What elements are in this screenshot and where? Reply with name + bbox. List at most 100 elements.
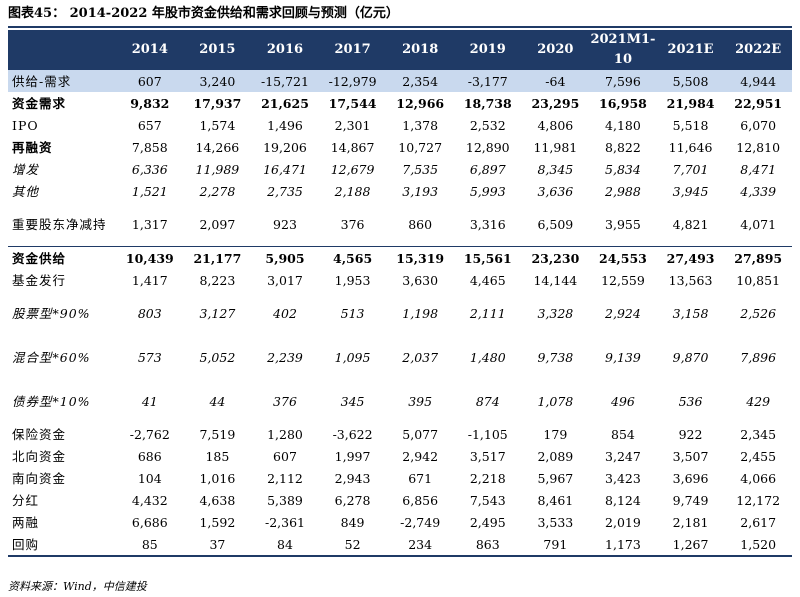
table-cell: 923 (273, 216, 297, 232)
table-cell: 2,278 (199, 183, 236, 199)
table-cell: 12,679 (330, 161, 375, 177)
table-cell: 6,897 (469, 161, 506, 177)
table-cell: 12,810 (736, 139, 781, 155)
table-cell: 3,533 (537, 514, 574, 530)
header-cell-label (8, 30, 116, 70)
table-cell: 7,543 (469, 492, 506, 508)
table-row: 资金需求 9,832 17,937 21,625 17,544 12,966 18,738 2… (8, 92, 792, 114)
row-label: 资金需求 (12, 95, 67, 111)
table-cell: 1,417 (131, 272, 168, 288)
row-label: 债券型*10% (12, 393, 91, 409)
table-cell: 14,266 (195, 139, 240, 155)
table-cell: 513 (340, 305, 365, 321)
table-cell: -2,749 (400, 514, 441, 530)
table-cell: 6,070 (740, 117, 777, 133)
row-label: 混合型*60% (12, 349, 91, 365)
header-cell: 2015 (183, 30, 252, 70)
table-cell: 573 (137, 349, 162, 365)
table-cell: 922 (678, 426, 703, 442)
table-cell: 2,089 (537, 448, 574, 464)
table-cell: -1,105 (467, 426, 508, 442)
table-cell: 3,158 (672, 305, 709, 321)
table-cell: 5,052 (199, 349, 236, 365)
table-cell: 41 (141, 393, 158, 409)
table-cell: 1,267 (656, 533, 725, 557)
table-cell: 2,111 (469, 305, 506, 321)
table-cell: 8,471 (740, 161, 777, 177)
data-table: 2014 2015 2016 2017 2018 2019 2020 2021M1-10 202… (8, 30, 792, 557)
table-cell: 9,749 (672, 492, 709, 508)
table-cell: 3,240 (183, 70, 252, 92)
table-cell: 4,565 (318, 246, 387, 269)
table-cell: 2,301 (334, 117, 371, 133)
table-cell: 2,354 (386, 70, 454, 92)
table-cell: 4,465 (469, 272, 506, 288)
table-cell: 10,727 (398, 139, 443, 155)
row-label: 分红 (12, 492, 40, 508)
table-cell: 7,701 (672, 161, 709, 177)
table-cell: 860 (408, 216, 433, 232)
table-cell: -2,361 (264, 514, 305, 530)
table-cell: 85 (116, 533, 184, 557)
row-label: 增发 (12, 161, 40, 177)
table-cell: 6,686 (131, 514, 168, 530)
table-cell: 1,520 (724, 533, 792, 557)
table-cell: 2,532 (469, 117, 506, 133)
row-label: 供给-需求 (8, 70, 116, 92)
table-cell: 1,095 (334, 349, 371, 365)
row-label: 回购 (8, 533, 116, 557)
title-bar: 图表45： 2014-2022 年股市资金供给和需求回顾与预测（亿元） (8, 4, 792, 28)
table-cell: 84 (251, 533, 319, 557)
table-cell: 849 (340, 514, 365, 530)
table-cell: 3,517 (469, 448, 506, 464)
table-cell: 11,646 (668, 139, 713, 155)
table-cell: 863 (453, 533, 522, 557)
table-cell: 10,851 (736, 272, 781, 288)
table-cell: 23,230 (521, 246, 590, 269)
table-cell: 2,037 (402, 349, 439, 365)
table-cell: 6,278 (334, 492, 371, 508)
table-cell: 4,806 (537, 117, 574, 133)
header-cell: 2019 (453, 30, 522, 70)
table-row: 基金发行 1,417 8,223 3,017 1,953 3,630 4,465 14,144… (8, 269, 792, 291)
table-cell: 8,124 (605, 492, 641, 508)
table-cell: 24,553 (589, 246, 657, 269)
source-note: 资料来源：Wind，中信建投 (8, 580, 147, 593)
table-cell: 2,239 (267, 349, 303, 365)
table-cell: 2,188 (334, 183, 371, 199)
row-label: 保险资金 (12, 426, 67, 442)
table-row: 两融 6,686 1,592 -2,361 849 -2,749 2,495 3,533 2,0… (8, 511, 792, 533)
table-cell: 3,017 (267, 272, 303, 288)
table-cell: 4,180 (605, 117, 641, 133)
table-cell: 3,630 (402, 272, 439, 288)
table-cell: 22,951 (734, 95, 783, 111)
table-cell: 3,193 (402, 183, 439, 199)
table-cell: 854 (611, 426, 635, 442)
table-cell: 496 (611, 393, 635, 409)
row-label: 南向资金 (12, 470, 67, 486)
table-cell: 3,955 (605, 216, 641, 232)
header-cell: 2021E (656, 30, 725, 70)
table-cell: 7,596 (589, 70, 657, 92)
table-cell: 18,738 (463, 95, 512, 111)
table-cell: 10,439 (116, 246, 184, 269)
table-cell: 19,206 (263, 139, 307, 155)
table-cell: 1,198 (402, 305, 439, 321)
table-cell: 1,953 (334, 272, 371, 288)
table-cell: 15,319 (386, 246, 454, 269)
table-cell: 6,509 (537, 216, 574, 232)
table-cell: -2,762 (129, 426, 170, 442)
table-cell: 2,943 (334, 470, 371, 486)
table-cell: 104 (137, 470, 162, 486)
table-cell: 803 (137, 305, 162, 321)
table-cell: 2,495 (469, 514, 506, 530)
table-cell: 2,112 (267, 470, 303, 486)
table-cell: 15,561 (453, 246, 522, 269)
table-cell: 16,471 (263, 161, 307, 177)
header-cell: 2021M1-10 (589, 30, 657, 70)
table-cell: 6,336 (131, 161, 168, 177)
table-cell: 1,521 (131, 183, 168, 199)
table-cell: 12,172 (736, 492, 781, 508)
table-cell: -3,177 (453, 70, 522, 92)
table-cell: 1,280 (267, 426, 303, 442)
